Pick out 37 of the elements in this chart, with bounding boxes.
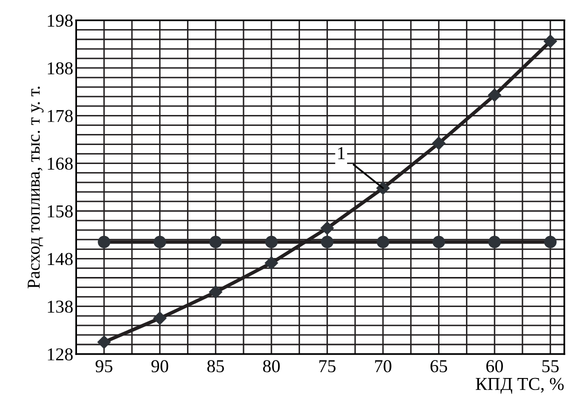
x-tick-label: 55 (542, 360, 559, 372)
point (432, 236, 446, 248)
point (265, 236, 278, 248)
y-tick-label: 128 (48, 348, 73, 360)
point (320, 236, 334, 248)
x-tick-label: 70 (375, 360, 392, 372)
x-tick-label: 65 (430, 360, 448, 372)
point (154, 236, 166, 248)
y-tick-label: 148 (48, 252, 73, 266)
point (376, 236, 390, 248)
y-tick-label: 198 (48, 14, 73, 27)
x-tick-label: 85 (207, 360, 224, 372)
point (488, 88, 502, 102)
x-tick-label: 75 (319, 360, 336, 372)
point (544, 236, 557, 248)
point (209, 236, 222, 248)
annotation: 1 (338, 147, 345, 160)
x-tick-label: 95 (96, 360, 112, 372)
x-tick-label: 90 (151, 360, 168, 372)
y-tick-label: 188 (48, 62, 73, 74)
point (153, 312, 166, 325)
point (264, 256, 278, 270)
x-tick-label: 80 (263, 360, 280, 372)
point (98, 236, 110, 248)
point (432, 136, 446, 150)
y-tick-label: 158 (48, 205, 73, 218)
y-tick-label: 168 (48, 158, 73, 170)
point (209, 285, 222, 299)
point (488, 236, 501, 248)
x-tick-label: 60 (486, 360, 503, 372)
y-axis-title: Расход топлива, тыс. т у. т. (28, 86, 44, 288)
y-tick-label: 138 (48, 300, 73, 313)
point (320, 222, 334, 235)
point (97, 336, 111, 349)
y-tick-label: 178 (48, 110, 73, 122)
x-axis-title: КПД ТС, % (476, 378, 564, 394)
point (544, 34, 557, 48)
